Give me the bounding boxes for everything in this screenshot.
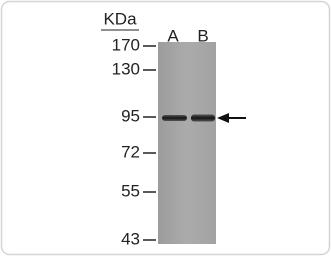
band <box>191 115 215 122</box>
marker-label: 55 <box>121 181 140 200</box>
lane-label: B <box>197 26 208 45</box>
gel <box>158 42 216 244</box>
marker-label: 95 <box>121 106 140 125</box>
lane-label: A <box>167 26 179 45</box>
band <box>162 115 187 121</box>
figure: KDa 170 130 95 72 55 43 AB <box>0 0 331 256</box>
marker-label: 43 <box>121 229 140 248</box>
marker-label: 170 <box>112 35 140 54</box>
marker-label: 130 <box>112 59 140 78</box>
unit-label: KDa <box>103 9 137 28</box>
marker-label: 72 <box>121 142 140 161</box>
